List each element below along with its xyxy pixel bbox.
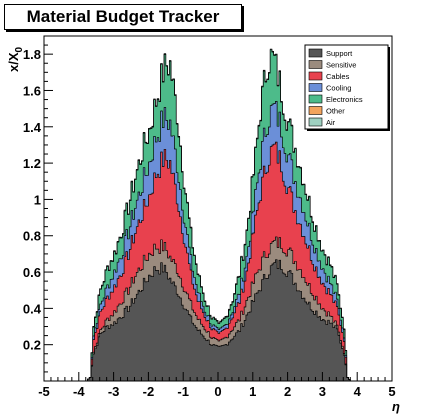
x-tick-label: 2 (284, 384, 291, 399)
legend-swatch-cooling (308, 83, 323, 92)
x-tick-label: 1 (249, 384, 256, 399)
x-tick-label: -1 (177, 384, 189, 399)
x-axis-label: η (392, 399, 400, 414)
stacked-areas (85, 48, 352, 382)
legend: Support Sensitive Cables Cooling Electronics… (304, 44, 390, 131)
legend-label-sensitive: Sensitive (326, 61, 356, 70)
y-tick-label: 1.2 (23, 156, 41, 171)
area-air (85, 48, 352, 382)
y-tick-label: 1 (34, 192, 41, 207)
legend-label-electronics: Electronics (326, 95, 363, 104)
y-tick-label: 0.2 (23, 338, 41, 353)
chart-title: Material Budget Tracker (4, 4, 242, 30)
y-tick-label: 1.8 (23, 47, 41, 62)
x-tick-label: -2 (143, 384, 155, 399)
x-tick-label: -3 (108, 384, 120, 399)
y-tick-label: 1.6 (23, 83, 41, 98)
legend-label-other: Other (326, 107, 345, 116)
legend-swatch-sensitive (308, 60, 323, 69)
y-tick-label: 1.4 (23, 120, 42, 135)
legend-swatch-electronics (308, 94, 323, 104)
y-tick-label: 0.6 (23, 265, 41, 280)
legend-swatch-other (308, 106, 323, 115)
legend-label-cooling: Cooling (326, 84, 351, 93)
legend-label-air: Air (326, 118, 336, 127)
x-tick-label: 0 (214, 384, 221, 399)
legend-swatch-support (308, 48, 323, 58)
legend-label-cables: Cables (326, 72, 350, 81)
y-tick-label: 0.4 (23, 301, 42, 316)
y-axis-label: x/X0 (6, 46, 25, 72)
x-tick-label: 5 (388, 384, 395, 399)
x-tick-label: -5 (38, 384, 50, 399)
x-tick-label: -4 (73, 384, 85, 399)
y-tick-label: 0.8 (23, 229, 41, 244)
x-tick-label: 3 (319, 384, 326, 399)
x-axis: -5 -4 -3 -2 -1 0 1 2 3 4 5 (38, 372, 396, 399)
legend-swatch-cables (308, 71, 323, 81)
legend-label-support: Support (326, 49, 353, 58)
x-tick-label: 4 (354, 384, 362, 399)
y-axis: 0.2 0.4 0.6 0.8 1 1.2 1.4 1.6 1.8 (23, 35, 53, 382)
legend-swatch-air (308, 117, 323, 127)
